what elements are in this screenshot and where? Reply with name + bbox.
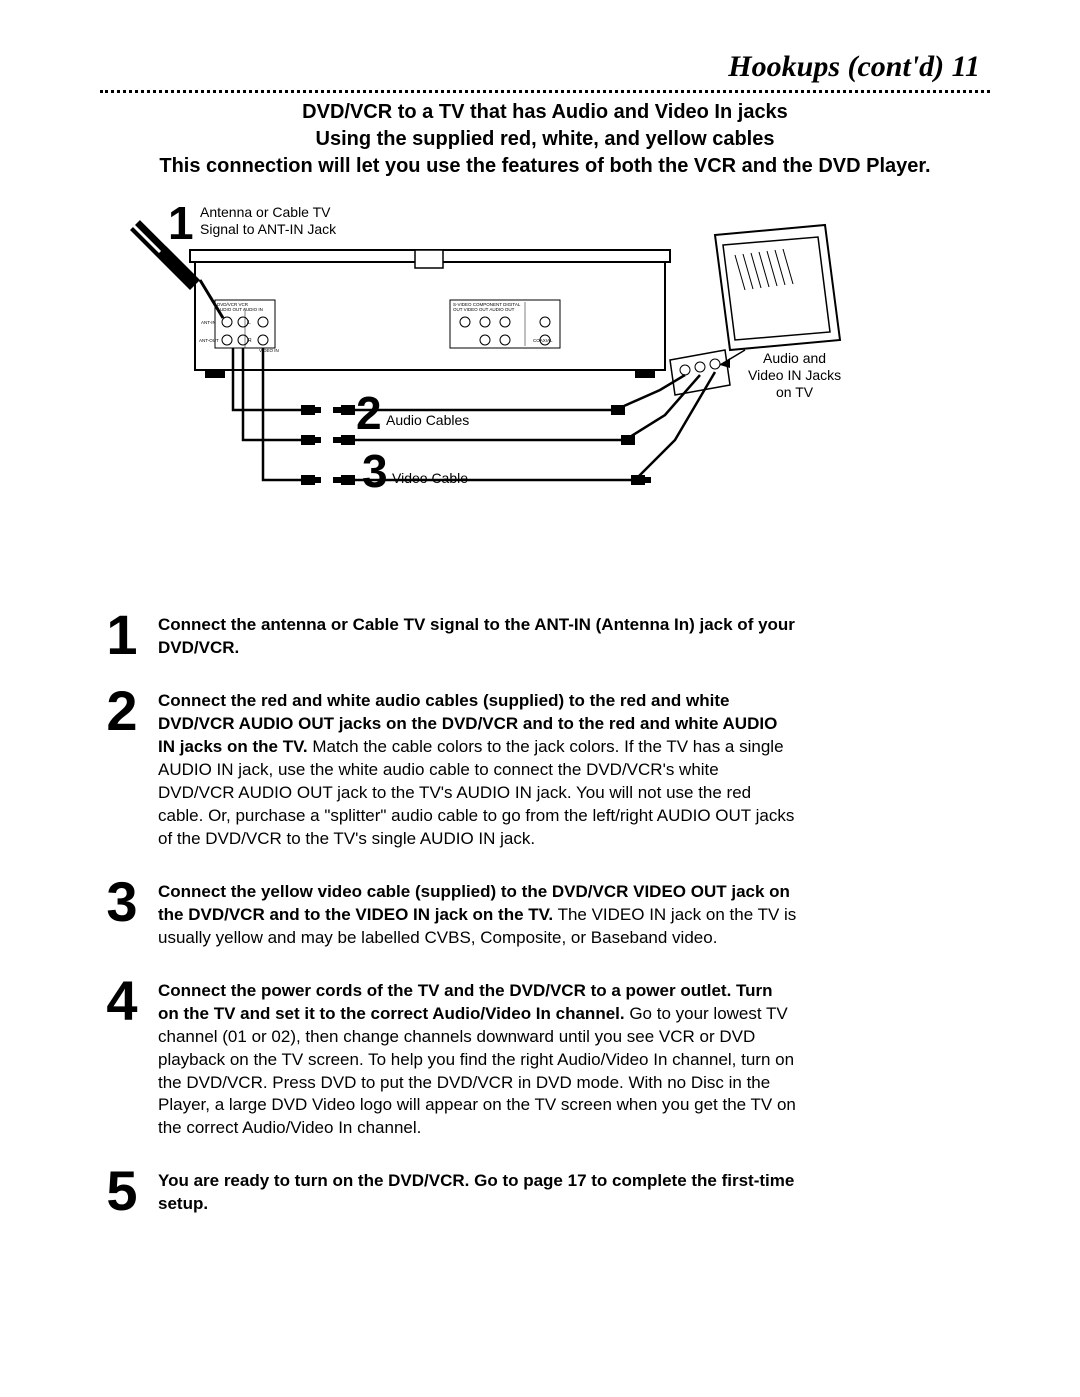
step-text: Connect the yellow video cable (supplied… <box>158 877 798 950</box>
step-2: 2 Connect the red and white audio cables… <box>100 686 990 851</box>
svg-text:ANT-OUT: ANT-OUT <box>199 338 219 343</box>
instruction-steps: 1 Connect the antenna or Cable TV signal… <box>100 610 990 1217</box>
step-text: Connect the power cords of the TV and th… <box>158 976 798 1141</box>
tv-jacks-label: Audio and Video IN Jacks on TV <box>748 350 841 400</box>
divider <box>100 90 990 93</box>
svg-text:R: R <box>248 338 252 344</box>
step-number: 5 <box>100 1166 144 1216</box>
video-cable-label: Video Cable <box>392 470 468 487</box>
step-5: 5 You are ready to turn on the DVD/VCR. … <box>100 1166 990 1216</box>
subtitle: DVD/VCR to a TV that has Audio and Video… <box>100 99 990 180</box>
page-header: Hookups (cont'd) 11 <box>100 50 990 84</box>
step-text: Connect the red and white audio cables (… <box>158 686 798 851</box>
hookup-diagram: DVD/VCR VCR AUDIO OUT AUDIO IN L R ANT-I… <box>100 190 990 570</box>
antenna-label: Antenna or Cable TV Signal to ANT-IN Jac… <box>200 204 336 238</box>
subtitle-line1: DVD/VCR to a TV that has Audio and Video… <box>100 99 990 126</box>
diagram-svg: DVD/VCR VCR AUDIO OUT AUDIO IN L R ANT-I… <box>100 190 990 570</box>
step-text: Connect the antenna or Cable TV signal t… <box>158 610 798 660</box>
diagram-step-3: 3 <box>362 448 388 494</box>
subtitle-line3: This connection will let you use the fea… <box>100 153 990 180</box>
step-number: 2 <box>100 686 144 736</box>
step-number: 1 <box>100 610 144 660</box>
step-number: 4 <box>100 976 144 1026</box>
svg-text:AUDIO OUT AUDIO IN: AUDIO OUT AUDIO IN <box>217 307 263 312</box>
svg-text:L: L <box>248 320 251 326</box>
step-4: 4 Connect the power cords of the TV and … <box>100 976 990 1141</box>
diagram-step-2: 2 <box>356 390 382 436</box>
step-number: 3 <box>100 877 144 927</box>
step-3: 3 Connect the yellow video cable (suppli… <box>100 877 990 950</box>
step-text: You are ready to turn on the DVD/VCR. Go… <box>158 1166 798 1216</box>
svg-text:OUT VIDEO OUT AUDIO OUT: OUT VIDEO OUT AUDIO OUT <box>453 307 515 312</box>
step-1: 1 Connect the antenna or Cable TV signal… <box>100 610 990 660</box>
subtitle-line2: Using the supplied red, white, and yello… <box>100 126 990 153</box>
audio-cable-label: Audio Cables <box>386 412 469 429</box>
svg-text:ANT-IN: ANT-IN <box>201 320 216 325</box>
svg-text:COAXIAL: COAXIAL <box>533 338 553 343</box>
diagram-step-1: 1 <box>168 200 194 246</box>
